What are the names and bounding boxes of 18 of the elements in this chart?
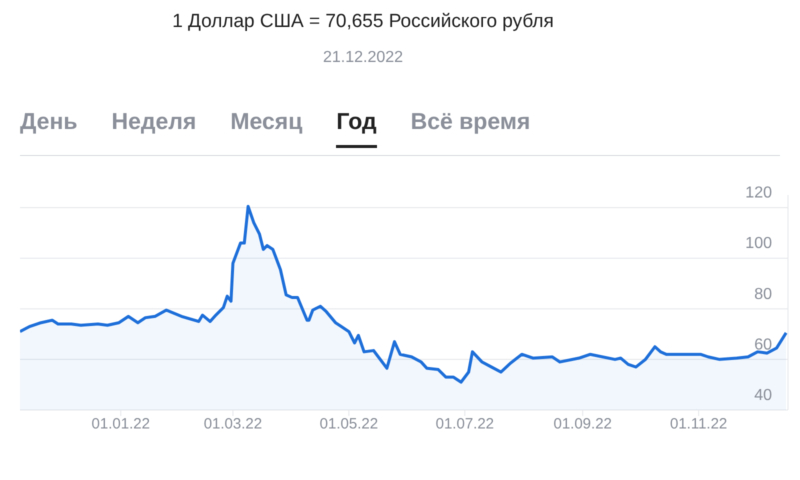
x-tick-label: 01.11.22	[670, 416, 728, 433]
y-tick-label: 80	[754, 286, 772, 303]
x-tick-label: 01.01.22	[92, 416, 150, 433]
x-tick-label: 01.07.22	[436, 416, 494, 433]
y-tick-label: 40	[754, 387, 772, 404]
chart-subtitle: 21.12.2022	[322, 49, 404, 67]
y-tick-label: 120	[745, 184, 772, 202]
text: Месяц	[230, 108, 302, 136]
x-tick-label: 01.03.22	[204, 416, 262, 433]
x-tick-label: 01.05.22	[320, 416, 378, 433]
text: Всё время	[410, 108, 530, 136]
text: Неделя	[112, 108, 196, 136]
y-tick-label: 60	[754, 336, 772, 354]
y-tick-label: 100	[745, 235, 772, 252]
text: Год	[336, 108, 377, 148]
x-tick-label: 01.09.22	[554, 416, 612, 433]
text: День	[20, 108, 78, 136]
chart-title: 1 Доллар США = 70,655 Российского рубля	[171, 11, 555, 33]
